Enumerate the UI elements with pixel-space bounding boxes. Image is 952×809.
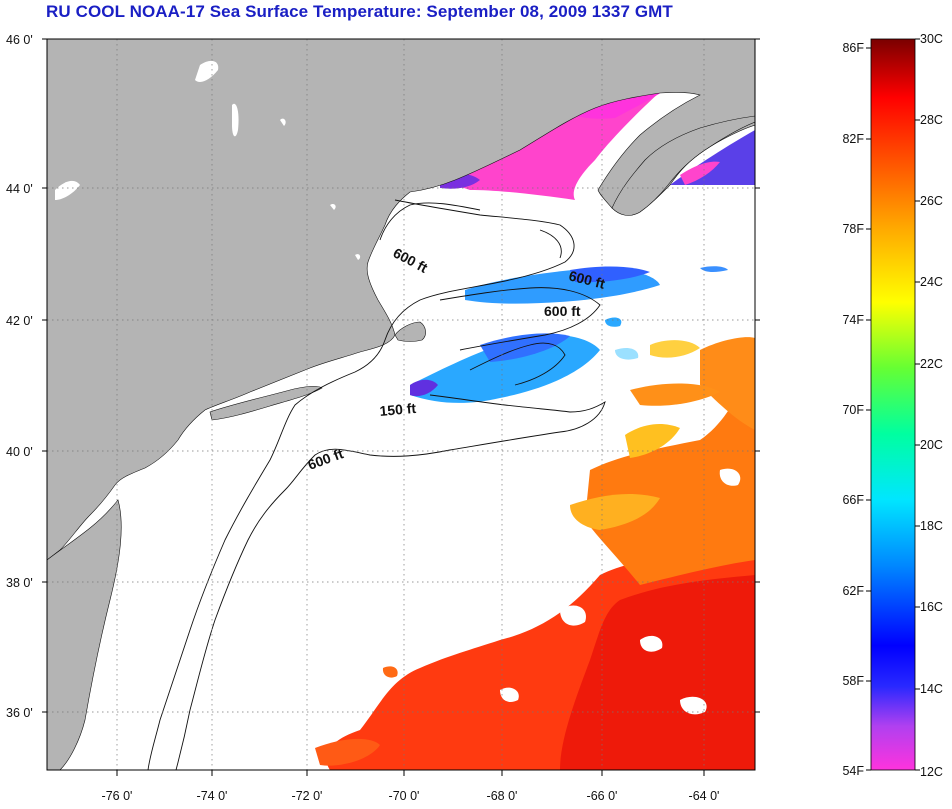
colorbar: 86F 82F 78F 74F 70F 66F 62F 58F 54F 30C … — [842, 32, 942, 779]
lon-label: -72 0' — [292, 789, 323, 803]
colorbar-f-label: 74F — [842, 313, 864, 327]
land-mass — [47, 39, 755, 770]
lon-label: -74 0' — [197, 789, 228, 803]
colorbar-c-label: 22C — [920, 357, 943, 371]
longitude-labels: -76 0' -74 0' -72 0' -70 0' -68 0' -66 0… — [102, 789, 720, 803]
lon-label: -70 0' — [389, 789, 420, 803]
colorbar-f-label: 70F — [842, 403, 864, 417]
colorbar-c-label: 24C — [920, 275, 943, 289]
colorbar-c-label: 26C — [920, 194, 943, 208]
map-ticks — [42, 38, 760, 776]
map-title: RU COOL NOAA-17 Sea Surface Temperature:… — [46, 2, 673, 21]
colorbar-f-label: 86F — [842, 41, 864, 55]
lat-label: 38 0' — [6, 576, 33, 590]
depth-contours — [147, 199, 606, 770]
map-frame — [46, 38, 756, 771]
colorbar-c-label: 16C — [920, 600, 943, 614]
colorbar-f-label: 78F — [842, 222, 864, 236]
colorbar-c-label: 14C — [920, 682, 943, 696]
lon-label: -64 0' — [689, 789, 720, 803]
lon-label: -76 0' — [102, 789, 133, 803]
map-plot-area — [47, 39, 755, 770]
latitude-labels: 46 0' 44 0' 42 0' 40 0' 38 0' 36 0' — [6, 33, 33, 720]
colorbar-c-label: 30C — [920, 32, 943, 46]
colorbar-gradient — [870, 38, 916, 771]
graticule — [47, 39, 755, 770]
colorbar-f-label: 66F — [842, 493, 864, 507]
colorbar-c-label: 18C — [920, 519, 943, 533]
contour-label: 600 ft — [544, 303, 581, 319]
colorbar-f-label: 58F — [842, 674, 864, 688]
colorbar-f-label: 54F — [842, 764, 864, 778]
colorbar-f-label: 82F — [842, 132, 864, 146]
colorbar-c-label: 20C — [920, 438, 943, 452]
sst-warm-region — [315, 337, 755, 770]
lat-label: 36 0' — [6, 706, 33, 720]
lat-label: 40 0' — [6, 445, 33, 459]
inland-water — [55, 60, 361, 260]
lon-label: -66 0' — [587, 789, 618, 803]
lat-label: 44 0' — [6, 182, 33, 196]
sst-cold-region — [440, 46, 755, 200]
contour-label: 150 ft — [379, 400, 417, 419]
colorbar-c-label: 28C — [920, 113, 943, 127]
colorbar-f-label: 62F — [842, 584, 864, 598]
lat-label: 46 0' — [6, 33, 33, 47]
colorbar-c-label: 12C — [920, 765, 943, 779]
lon-label: -68 0' — [487, 789, 518, 803]
lat-label: 42 0' — [6, 314, 33, 328]
